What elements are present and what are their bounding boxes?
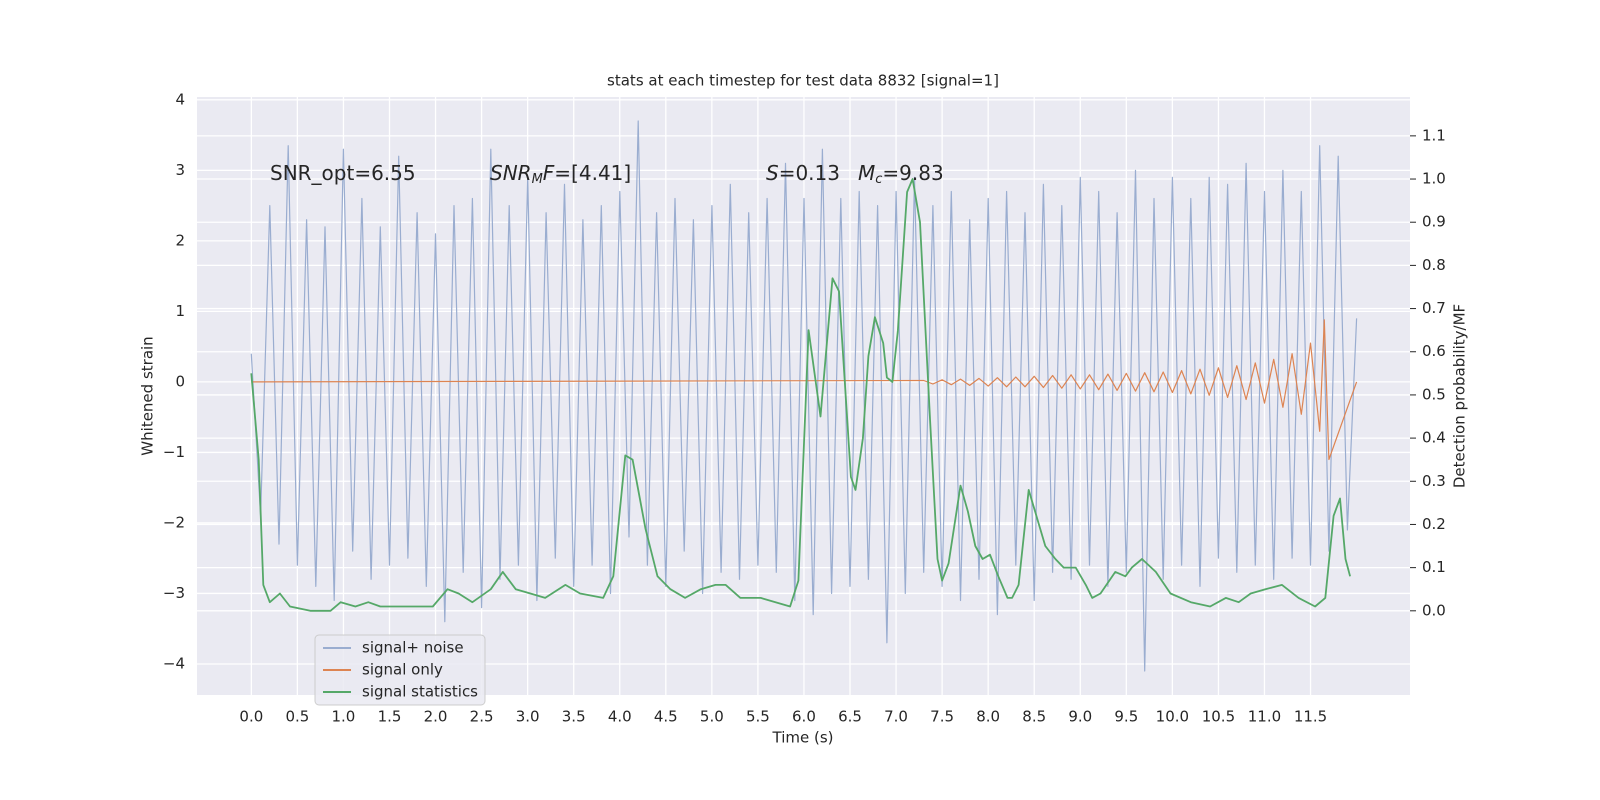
x-tick-label: 11.5 bbox=[1294, 708, 1327, 726]
x-tick-label: 7.0 bbox=[884, 708, 908, 726]
annotation-part: =9.83 bbox=[882, 161, 943, 185]
y2-axis-label: Detection probability/MF bbox=[1451, 304, 1469, 488]
x-axis-label: Time (s) bbox=[772, 729, 834, 747]
y2-tick-label: 0.6 bbox=[1422, 342, 1446, 360]
x-tick-label: 5.0 bbox=[700, 708, 724, 726]
x-tick-label: 2.0 bbox=[424, 708, 448, 726]
y2-tick-label: 0.2 bbox=[1422, 515, 1446, 533]
y-tick-label: 4 bbox=[175, 90, 185, 108]
y-tick-label: 0 bbox=[175, 372, 185, 390]
annotation: SNR_opt=6.55 bbox=[270, 161, 416, 185]
x-tick-label: 9.0 bbox=[1068, 708, 1092, 726]
y-axis-label: Whitened strain bbox=[139, 336, 157, 455]
y2-tick-label: 1.0 bbox=[1422, 170, 1446, 188]
x-tick-label: 1.0 bbox=[332, 708, 356, 726]
y2-tick-label: 0.9 bbox=[1422, 213, 1446, 231]
x-tick-label: 11.0 bbox=[1248, 708, 1281, 726]
x-tick-label: 8.5 bbox=[1022, 708, 1046, 726]
annotation-part: =[4.41] bbox=[554, 161, 631, 185]
x-tick-label: 5.5 bbox=[746, 708, 770, 726]
x-tick-label: 9.5 bbox=[1114, 708, 1138, 726]
series-line bbox=[251, 319, 1358, 461]
y2-tick-label: 0.4 bbox=[1422, 429, 1446, 447]
y-tick-label: 2 bbox=[175, 231, 185, 249]
y-tick-label: 3 bbox=[175, 161, 185, 179]
marks bbox=[250, 120, 1358, 672]
x-tick-label: 2.5 bbox=[470, 708, 494, 726]
series-line bbox=[250, 178, 1351, 612]
annotation-part: =0.13 bbox=[779, 161, 840, 185]
annotation: SNRMF=[4.41] bbox=[490, 161, 631, 187]
annotation-part: SNR bbox=[490, 161, 532, 185]
y2-tick-label: 0.3 bbox=[1422, 472, 1446, 490]
annotation-part: M bbox=[858, 161, 875, 185]
x-tick-label: 1.5 bbox=[378, 708, 402, 726]
x-tick-label: 3.5 bbox=[562, 708, 586, 726]
legend-label: signal+ noise bbox=[362, 639, 464, 657]
y2-tick-label: 0.0 bbox=[1422, 601, 1446, 619]
x-tick-label: 6.0 bbox=[792, 708, 816, 726]
x-tick-label: 6.5 bbox=[838, 708, 862, 726]
y-tick-label: −2 bbox=[163, 513, 185, 531]
annotation-part: S bbox=[766, 161, 779, 185]
legend-box bbox=[314, 634, 486, 706]
y-tick-label: −1 bbox=[163, 443, 185, 461]
annotation-part: M bbox=[532, 172, 543, 187]
annotation: S=0.13 bbox=[766, 161, 840, 185]
y2-tick-label: 0.1 bbox=[1422, 558, 1446, 576]
x-tick-label: 10.0 bbox=[1156, 708, 1189, 726]
legend-label: signal statistics bbox=[362, 683, 478, 701]
x-tick-label: 7.5 bbox=[930, 708, 954, 726]
x-tick-label: 4.5 bbox=[654, 708, 678, 726]
x-tick-label: 0.5 bbox=[285, 708, 309, 726]
y2-tick-label: 0.8 bbox=[1422, 256, 1446, 274]
y2-tick-label: 0.7 bbox=[1422, 299, 1446, 317]
chart-title: stats at each timestep for test data 883… bbox=[607, 72, 999, 90]
annotation-part: SNR_opt=6.55 bbox=[270, 161, 416, 185]
series-line bbox=[250, 120, 1358, 672]
annotation: Mc=9.83 bbox=[858, 161, 944, 187]
annotation-part: c bbox=[875, 172, 882, 187]
legend: signal+ noise signal only signal statistic… bbox=[314, 634, 486, 706]
x-tick-label: 4.0 bbox=[608, 708, 632, 726]
y-tick-label: −3 bbox=[163, 584, 185, 602]
x-tick-label: 8.0 bbox=[976, 708, 1000, 726]
y2-tick-label: 0.5 bbox=[1422, 385, 1446, 403]
y-tick-label: −4 bbox=[163, 654, 185, 672]
y2-tick-label: 1.1 bbox=[1422, 126, 1446, 144]
x-tick-label: 10.5 bbox=[1202, 708, 1235, 726]
x-tick-label: 3.0 bbox=[516, 708, 540, 726]
annotation-part: F bbox=[543, 161, 555, 185]
x-tick-label: 0.0 bbox=[239, 708, 263, 726]
legend-label: signal only bbox=[362, 661, 443, 679]
y-tick-label: 1 bbox=[175, 302, 185, 320]
